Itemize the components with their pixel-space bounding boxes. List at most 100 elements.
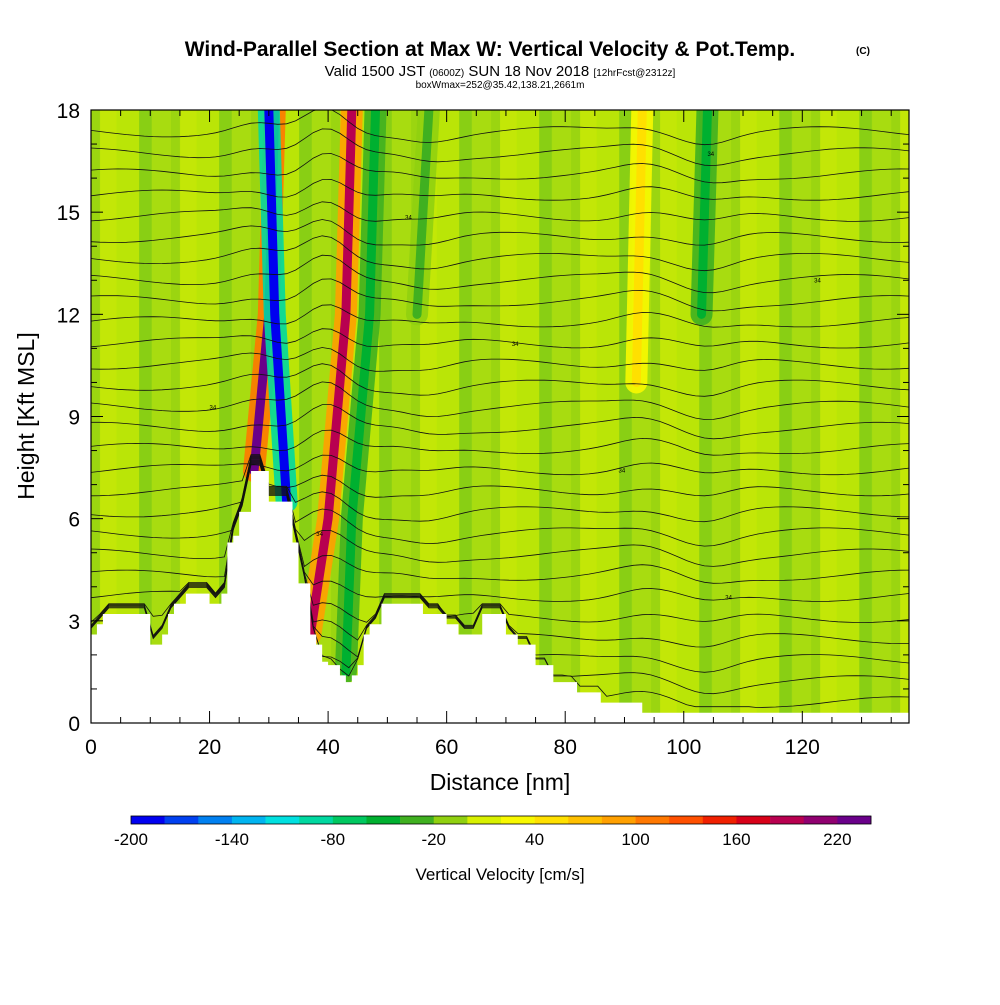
colorbar-swatch [332,816,367,824]
velocity-band [779,110,793,723]
isentrope-line [91,381,909,420]
isentrope-line [91,153,909,184]
colorbar-swatch [265,816,300,824]
colorbar-swatch [131,816,165,824]
colorbar-swatch [400,816,435,824]
colorbar-swatch [299,816,334,824]
x-tick-label: 20 [198,736,221,759]
isentrope-line [91,219,909,246]
colorbar-swatch [231,816,266,824]
velocity-band [756,110,780,723]
velocity-band [711,110,732,723]
isentrope-line [91,454,909,498]
isentrope-label: 34 [725,595,732,601]
copyright-mark: (C) [856,46,870,57]
velocity-band [411,110,421,723]
colorbar-swatch [501,816,535,824]
velocity-band [571,110,581,723]
velocity-band [379,110,393,723]
colorbar-swatch [534,816,569,824]
valid-utc: (0600Z) [429,68,464,79]
isentrope-label: 34 [619,469,626,475]
colorbar-swatch [433,816,468,824]
colorbar-frame [130,815,872,825]
isentrope-line [91,235,909,272]
velocity-band [859,110,873,723]
isentrope-line [91,454,909,476]
velocity-band [99,110,117,723]
velocity-field-bands [91,110,909,723]
isentrope-line [91,404,909,440]
velocity-band [516,110,540,723]
colorbar-tick-label: -80 [321,830,346,849]
updraft-core-b [305,110,357,639]
velocity-band [791,110,812,723]
y-tick-label: 15 [57,202,80,225]
isentrope-line [91,128,909,167]
x-tick-label: 60 [435,736,458,759]
plot-area: 343434343434343434 [91,110,909,723]
downdraft-core-b [341,110,381,677]
valid-date: SUN 18 Nov 2018 [468,63,589,80]
valid-time-line: Valid 1500 JST (0600Z) SUN 18 Nov 2018 [… [325,63,676,80]
colorbar-tick-label: -200 [114,830,148,849]
velocity-band [651,110,661,723]
x-tick-label: 40 [316,736,339,759]
velocity-band [891,110,901,723]
isentrope-line [91,254,909,294]
y-tick-label: 18 [57,100,80,123]
isentrope-label: 34 [316,532,323,538]
colorbar-swatch [736,816,771,824]
velocity-band [820,110,837,723]
isentrope-label: 34 [405,215,412,221]
velocity-band [731,110,741,723]
isentrope-line [91,328,909,349]
colorbar-swatch [366,816,401,824]
isentrope-label: 34 [707,152,714,158]
colorbar-swatch [164,816,199,824]
isentrope-line [91,178,909,201]
isentrope-line [91,363,909,397]
velocity-band [580,110,597,723]
velocity-band [459,110,473,723]
velocity-band [811,110,821,723]
y-tick-label: 3 [68,611,80,634]
colorbar-tick-label: 40 [525,830,544,849]
velocity-band [551,110,572,723]
velocity-band [299,110,313,723]
colorbar-swatch [669,816,704,824]
isentrope-line [91,110,909,146]
y-tick-label: 9 [68,407,80,430]
x-axis-label: Distance [nm] [430,769,571,795]
y-axis: 0 3 6 9 12 15 18 [57,100,909,736]
colorbar-swatch [770,816,805,824]
colorbar-swatch [635,816,670,824]
isentrope-line [91,429,909,456]
colorbar-swatch [467,816,502,824]
updraft-band-d [631,110,647,387]
terrain-mask [91,470,909,723]
velocity-band [179,110,197,723]
velocity-band [435,110,460,723]
colorbar-tick-labels: -200 -140 -80 -20 40 100 160 220 [114,830,852,849]
valid-prefix: Valid 1500 JST [325,63,425,80]
x-tick-label: 0 [85,736,97,759]
x-axis: 0 20 40 60 80 100 120 [85,110,892,759]
downdraft-band-c [412,110,434,319]
velocity-band [660,110,677,723]
colorbar-tick-label: 100 [621,830,649,849]
velocity-cores [243,110,719,683]
velocity-band [871,110,892,723]
downdraft-core-a [264,110,292,507]
x-tick-label: 80 [554,736,577,759]
isentrope-lines: 343434343434343434 [91,110,909,709]
y-axis-label: Height [Kft MSL] [13,332,39,499]
isentrope-line [91,456,909,547]
velocity-band [171,110,181,723]
box-info: boxWmax=252@35.42,138.21,2661m [416,80,585,91]
chart-title: Wind-Parallel Section at Max W: Vertical… [185,38,796,61]
isentrope-line [91,455,909,523]
velocity-band [539,110,553,723]
isentrope-line [91,304,909,328]
velocity-band [500,110,517,723]
